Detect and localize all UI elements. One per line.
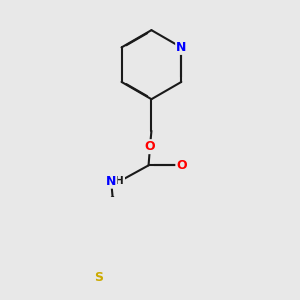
Text: H: H [116, 176, 124, 186]
Text: N: N [176, 41, 187, 54]
Text: S: S [94, 271, 103, 284]
Text: N: N [106, 175, 116, 188]
Text: O: O [176, 159, 187, 172]
Text: O: O [145, 140, 155, 153]
